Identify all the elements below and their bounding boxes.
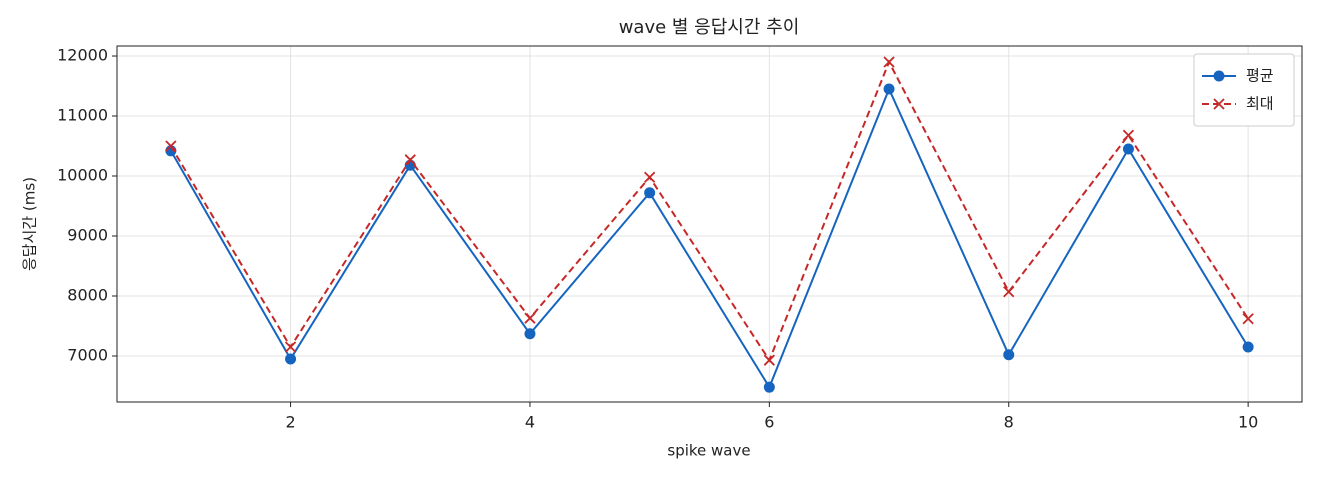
marker bbox=[1122, 129, 1135, 141]
x-tick-label: 4 bbox=[525, 413, 535, 432]
marker bbox=[404, 154, 416, 166]
y-tick-label: 9000 bbox=[67, 225, 108, 244]
legend-label: 최대 bbox=[1246, 95, 1274, 113]
marker bbox=[285, 353, 297, 365]
marker bbox=[883, 83, 895, 95]
marker bbox=[1213, 70, 1225, 82]
marker bbox=[1122, 143, 1134, 155]
y-tick-label: 11000 bbox=[57, 106, 108, 125]
series-line bbox=[170, 59, 1249, 363]
x-tick-label: 8 bbox=[1004, 413, 1014, 432]
x-axis-label: spike wave bbox=[667, 442, 750, 460]
series-line bbox=[169, 86, 1249, 390]
y-tick-label: 7000 bbox=[67, 345, 108, 364]
plot-frame bbox=[116, 45, 1303, 403]
marker bbox=[165, 140, 177, 152]
marker bbox=[284, 341, 297, 353]
legend-box bbox=[1193, 53, 1295, 127]
marker bbox=[1003, 349, 1015, 361]
marker bbox=[524, 328, 536, 340]
marker bbox=[763, 381, 775, 393]
x-tick-label: 10 bbox=[1238, 413, 1258, 432]
y-axis-label: 응답시간 (ms) bbox=[21, 177, 39, 271]
x-tick-label: 2 bbox=[285, 413, 295, 432]
marker bbox=[883, 56, 895, 68]
marker bbox=[524, 312, 536, 324]
marker bbox=[1242, 341, 1254, 353]
marker bbox=[644, 171, 656, 183]
marker bbox=[644, 187, 656, 199]
y-tick-label: 8000 bbox=[67, 285, 108, 304]
y-tick-label: 10000 bbox=[57, 166, 108, 185]
marker bbox=[1213, 98, 1225, 110]
chart-title: wave 별 응답시간 추이 bbox=[619, 17, 800, 38]
marker bbox=[1242, 313, 1254, 325]
marker bbox=[1003, 286, 1015, 298]
marker bbox=[763, 354, 775, 366]
x-tick-label: 6 bbox=[764, 413, 774, 432]
legend-label: 평균 bbox=[1246, 67, 1274, 85]
y-tick-label: 12000 bbox=[57, 46, 108, 65]
